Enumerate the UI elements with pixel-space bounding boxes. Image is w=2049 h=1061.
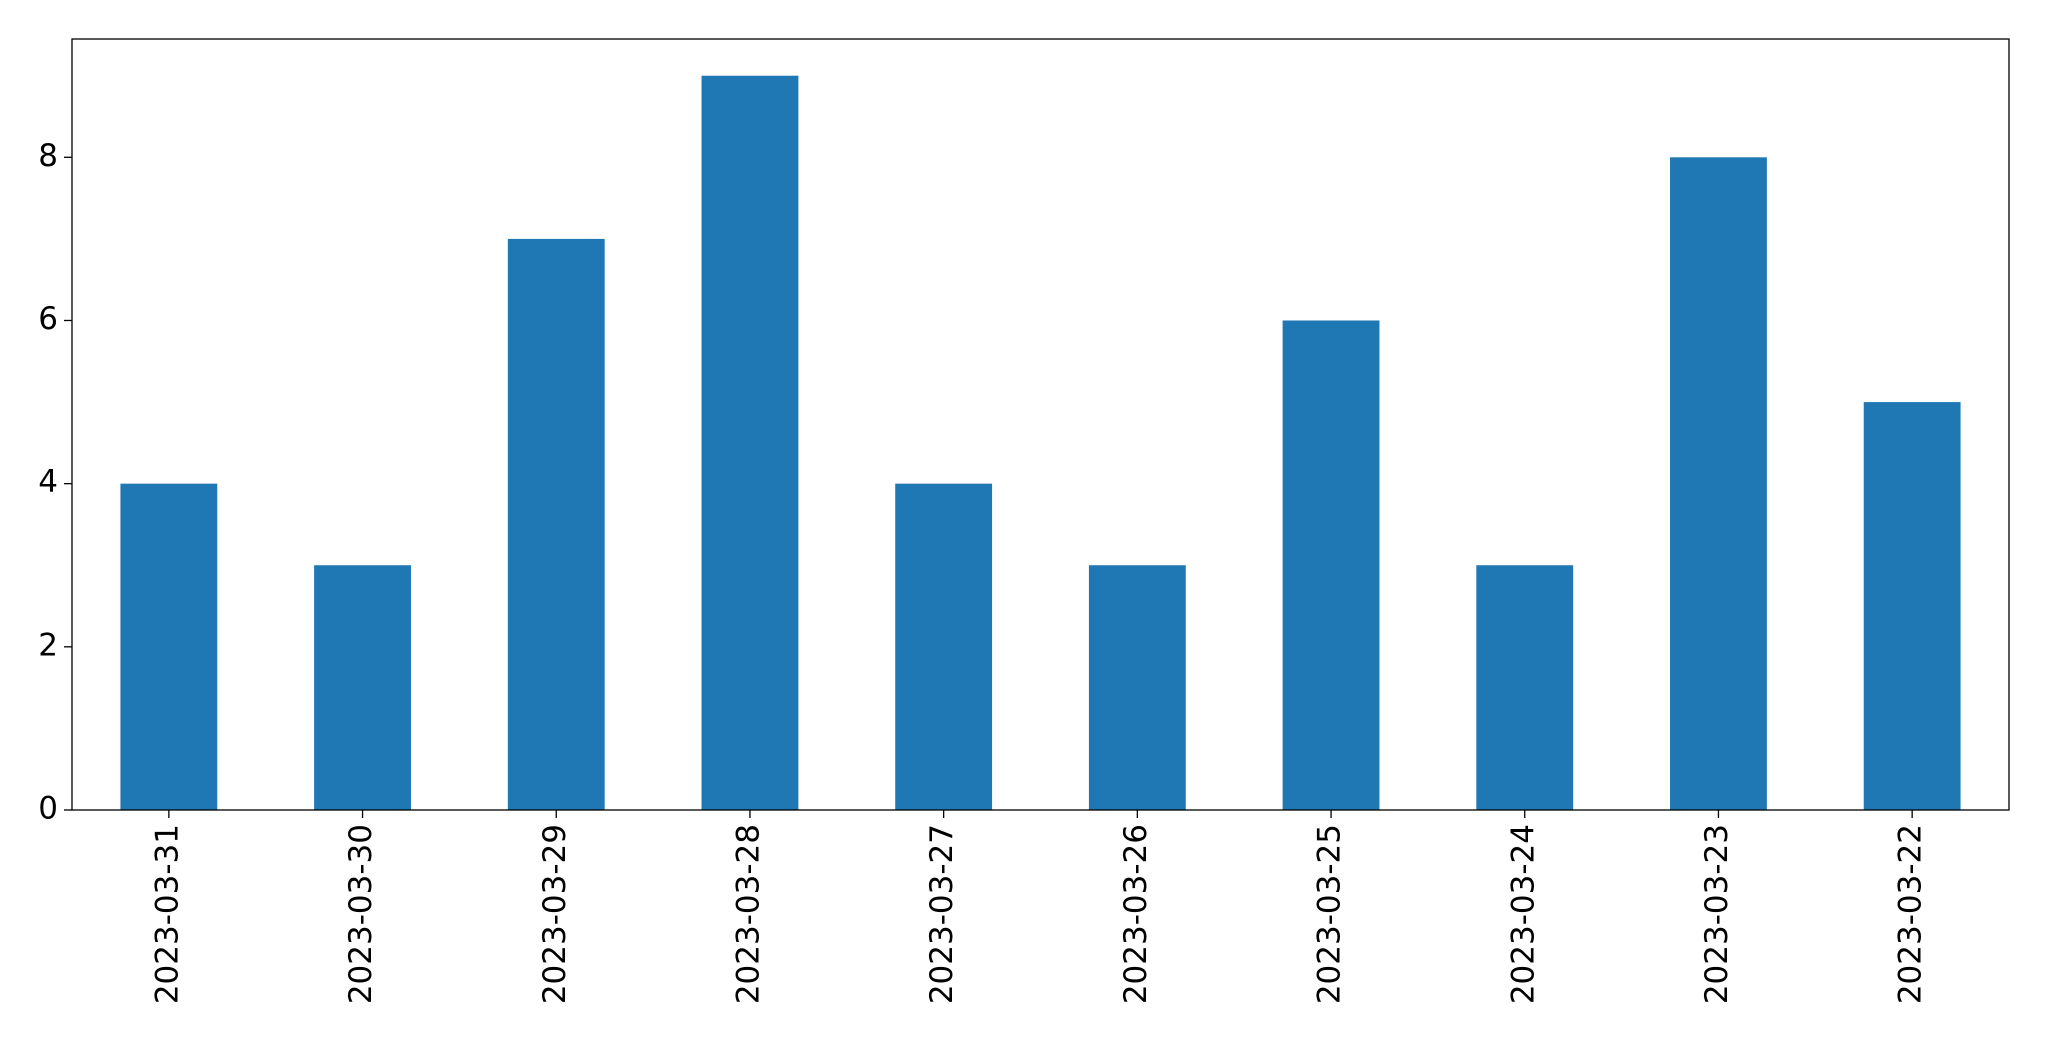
bar: [1088, 565, 1186, 810]
y-tick-label: 0: [38, 791, 58, 827]
x-tick-label: 2023-03-26: [1118, 824, 1154, 1004]
y-tick-label: 8: [38, 138, 58, 174]
y-tick-label: 6: [38, 301, 58, 337]
bar: [1282, 320, 1380, 810]
bar: [1670, 157, 1767, 811]
x-tick-label: 2023-03-28: [730, 824, 766, 1004]
bar: [120, 483, 218, 810]
plot-frame: [71, 38, 2010, 811]
bar: [314, 565, 411, 810]
bar: [1863, 402, 1961, 810]
x-tick-label: 2023-03-22: [1893, 824, 1929, 1004]
x-tick-label: 2023-03-31: [149, 824, 185, 1004]
bar: [701, 75, 799, 810]
bar: [895, 483, 993, 810]
y-tick-label: 2: [38, 627, 58, 663]
x-tick-label: 2023-03-24: [1505, 824, 1541, 1004]
x-tick-label: 2023-03-27: [924, 824, 960, 1004]
bar: [507, 238, 605, 810]
x-tick-label: 2023-03-23: [1699, 824, 1735, 1004]
x-tick-label: 2023-03-29: [537, 824, 573, 1004]
x-tick-label: 2023-03-30: [343, 824, 379, 1004]
y-tick-label: 4: [38, 464, 58, 500]
x-tick-label: 2023-03-25: [1312, 824, 1348, 1004]
bar: [1476, 565, 1574, 810]
